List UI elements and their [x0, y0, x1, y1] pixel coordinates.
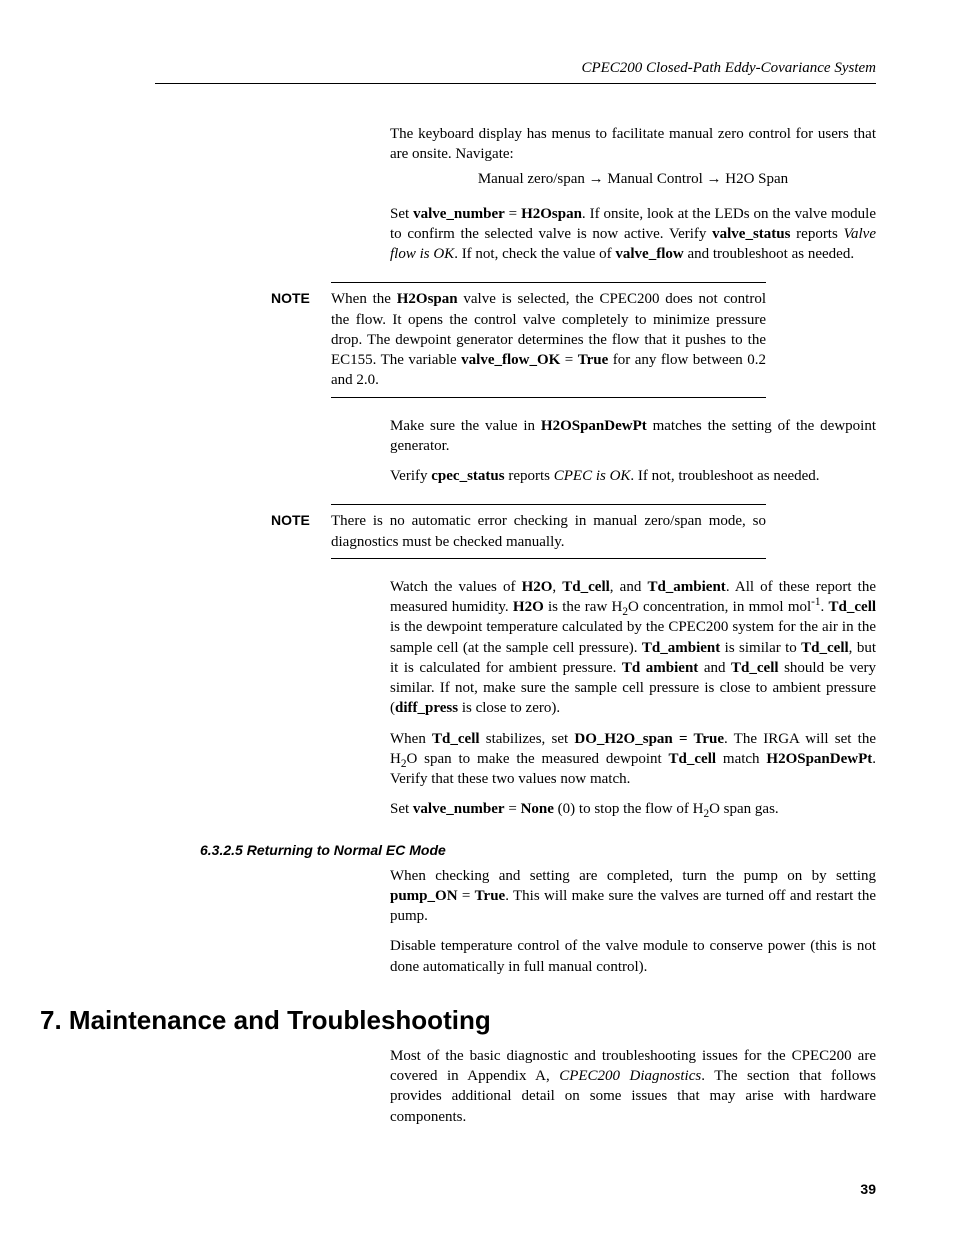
paragraph-maint-intro: Most of the basic diagnostic and trouble…: [390, 1046, 876, 1127]
paragraph-pump-on: When checking and setting are completed,…: [390, 866, 876, 927]
var-h2o: H2O: [513, 599, 544, 615]
note-block-1: NOTE When the H2Ospan valve is selected,…: [271, 282, 876, 397]
text: (0) to stop the flow of H: [554, 801, 704, 817]
var-td-cell: Td_cell: [669, 751, 717, 767]
text: When: [390, 731, 432, 747]
text: and: [698, 660, 731, 676]
ref-appendix: CPEC200 Diagnostics: [559, 1068, 701, 1084]
text: reports: [505, 468, 554, 484]
text: Set: [390, 206, 413, 222]
var-td-cell: Td_cell: [562, 579, 610, 595]
text: =: [505, 801, 521, 817]
var-valve-flow: valve_flow: [615, 246, 683, 262]
paragraph-do-h2o-span: When Td_cell stabilizes, set DO_H2O_span…: [390, 729, 876, 790]
superscript-neg1: -1: [811, 596, 820, 608]
var-valve-number: valve_number: [413, 801, 505, 817]
body-column: The keyboard display has menus to facili…: [390, 124, 876, 264]
text: reports: [790, 226, 843, 242]
text: stabilizes, set: [480, 731, 575, 747]
paragraph-dewpt: Make sure the value in H2OSpanDewPt matc…: [390, 416, 876, 457]
text: Watch the values of: [390, 579, 522, 595]
subheading-returning: 6.3.2.5 Returning to Normal EC Mode: [200, 842, 876, 858]
text: is close to zero).: [458, 700, 560, 716]
body-column: Make sure the value in H2OSpanDewPt matc…: [390, 416, 876, 487]
text: O span gas.: [709, 801, 779, 817]
header-rule: [155, 83, 876, 84]
val-none: None: [521, 801, 554, 817]
text: is the raw H: [544, 599, 623, 615]
paragraph-watch-values: Watch the values of H2O, Td_cell, and Td…: [390, 577, 876, 719]
text: O span to make the measured dewpoint: [406, 751, 668, 767]
var-h2ospandewpt: H2OSpanDewPt: [766, 751, 872, 767]
text: is similar to: [720, 640, 801, 656]
page-number: 39: [860, 1181, 876, 1197]
text: .: [821, 599, 829, 615]
paragraph-disable-temp: Disable temperature control of the valve…: [390, 936, 876, 977]
var-td-ambient: Td_ambient: [647, 579, 725, 595]
text: match: [716, 751, 766, 767]
var-diff-press: diff_press: [395, 700, 458, 716]
text: . If not, troubleshoot as needed.: [630, 468, 819, 484]
text: and troubleshoot as needed.: [684, 246, 854, 262]
var-h2ospandewpt: H2OSpanDewPt: [541, 418, 647, 434]
text: O concentration, in mmol mol: [628, 599, 811, 615]
var-td-cell: Td_cell: [829, 599, 877, 615]
var-td-cell: Td_cell: [432, 731, 480, 747]
var-valve-number: valve_number: [413, 206, 505, 222]
body-column: When checking and setting are completed,…: [390, 866, 876, 977]
note-body: When the H2Ospan valve is selected, the …: [331, 282, 766, 397]
nav-path: Manual zero/span → Manual Control → H2O …: [390, 171, 876, 188]
text: Make sure the value in: [390, 418, 541, 434]
body-column: Most of the basic diagnostic and trouble…: [390, 1046, 876, 1127]
text: Set: [390, 801, 413, 817]
val-h2ospan: H2Ospan: [397, 291, 458, 307]
var-valve-flow-ok: valve_flow_OK: [461, 352, 560, 368]
note-block-2: NOTE There is no automatic error checkin…: [271, 504, 876, 559]
paragraph-set-none: Set valve_number = None (0) to stop the …: [390, 799, 876, 819]
var-do-h2o-span: DO_H2O_span = True: [574, 731, 724, 747]
note-label: NOTE: [271, 504, 331, 528]
text: =: [458, 888, 475, 904]
note-body: There is no automatic error checking in …: [331, 504, 766, 559]
paragraph-cpec-status: Verify cpec_status reports CPEC is OK. I…: [390, 466, 876, 486]
text: When the: [331, 291, 397, 307]
text: ,: [552, 579, 562, 595]
var-td-cell: Td_cell: [731, 660, 779, 676]
var-td-ambient: Td ambient: [622, 660, 698, 676]
text: , and: [610, 579, 648, 595]
var-td-ambient: Td_ambient: [642, 640, 720, 656]
var-cpec-status: cpec_status: [431, 468, 504, 484]
text: Verify: [390, 468, 431, 484]
paragraph-intro: The keyboard display has menus to facili…: [390, 124, 876, 165]
paragraph-set-valve: Set valve_number = H2Ospan. If onsite, l…: [390, 204, 876, 265]
val-true: True: [475, 888, 506, 904]
main-heading-7: 7. Maintenance and Troubleshooting: [40, 1005, 876, 1036]
status-cpec-ok: CPEC is OK: [554, 468, 631, 484]
page-header-title: CPEC200 Closed-Path Eddy-Covariance Syst…: [155, 60, 876, 77]
val-true: True: [578, 352, 609, 368]
var-valve-status: valve_status: [712, 226, 790, 242]
text: =: [560, 352, 577, 368]
val-h2ospan: H2Ospan: [521, 206, 582, 222]
body-column: Watch the values of H2O, Td_cell, and Td…: [390, 577, 876, 820]
var-h2o: H2O: [522, 579, 553, 595]
text: . If not, check the value of: [454, 246, 615, 262]
note-label: NOTE: [271, 282, 331, 306]
text: When checking and setting are completed,…: [390, 868, 876, 884]
var-td-cell: Td_cell: [801, 640, 849, 656]
text: =: [505, 206, 521, 222]
page: CPEC200 Closed-Path Eddy-Covariance Syst…: [0, 0, 954, 1235]
var-pump-on: pump_ON: [390, 888, 458, 904]
